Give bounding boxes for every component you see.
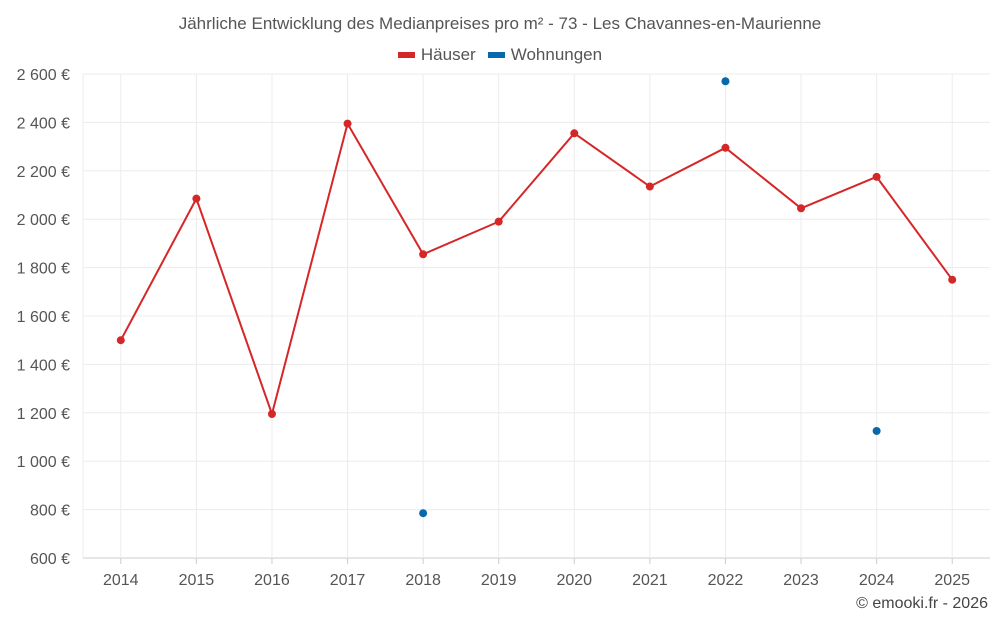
y-tick-label: 800 € (30, 503, 70, 520)
y-tick-label: 2 000 € (17, 212, 70, 229)
y-tick-label: 1 200 € (17, 406, 70, 423)
data-point-wohnungen-2022[interactable] (721, 77, 730, 86)
y-tick-label: 1 000 € (17, 454, 70, 471)
credit: © emooki.fr - 2026 (856, 595, 988, 612)
y-tick-label: 600 € (30, 551, 70, 568)
legend-swatch-wohnungen (487, 52, 505, 58)
data-point-haeuser-2022[interactable] (721, 143, 730, 152)
data-point-haeuser-2016[interactable] (267, 410, 276, 419)
data-point-wohnungen-2024[interactable] (872, 426, 881, 435)
data-point-haeuser-2019[interactable] (494, 217, 503, 226)
legend-label-wohnungen: Wohnungen (510, 45, 603, 64)
y-tick-label: 2 200 € (17, 164, 70, 181)
x-tick-label: 2022 (708, 572, 744, 589)
y-tick-label: 1 800 € (17, 261, 70, 278)
x-tick-label: 2016 (254, 572, 290, 589)
y-tick-label: 2 600 € (17, 67, 70, 84)
x-tick-label: 2024 (859, 572, 895, 589)
data-point-haeuser-2015[interactable] (192, 194, 201, 203)
legend-item-wohnungen[interactable]: Wohnungen (487, 45, 603, 65)
x-tick-label: 2020 (556, 572, 592, 589)
series-line-haeuser (119, 122, 954, 416)
x-tick-label: 2019 (481, 572, 517, 589)
x-tick-label: 2018 (405, 572, 441, 589)
x-tick-label: 2014 (103, 572, 139, 589)
legend: Häuser Wohnungen (0, 45, 1000, 65)
y-tick-label: 2 400 € (17, 115, 70, 132)
x-tick-label: 2023 (783, 572, 819, 589)
data-point-haeuser-2021[interactable] (645, 182, 654, 191)
x-tick-label: 2021 (632, 572, 668, 589)
x-tick-label: 2015 (179, 572, 215, 589)
x-tick-label: 2017 (330, 572, 366, 589)
data-point-haeuser-2025[interactable] (948, 275, 957, 284)
x-tick-label: 2025 (934, 572, 970, 589)
legend-swatch-haeuser (397, 52, 415, 58)
data-point-wohnungen-2018[interactable] (419, 509, 428, 518)
data-point-haeuser-2023[interactable] (797, 204, 806, 213)
chart-title: Jährliche Entwicklung des Medianpreises … (178, 14, 822, 33)
data-point-haeuser-2024[interactable] (872, 172, 881, 181)
data-point-haeuser-2014[interactable] (116, 336, 125, 345)
legend-item-haeuser[interactable]: Häuser (397, 45, 476, 65)
data-point-haeuser-2018[interactable] (419, 250, 428, 259)
data-point-haeuser-2017[interactable] (343, 119, 352, 128)
data-point-haeuser-2020[interactable] (570, 129, 579, 138)
y-tick-label: 1 600 € (17, 309, 70, 326)
y-tick-label: 1 400 € (17, 357, 70, 374)
legend-label-haeuser: Häuser (420, 45, 476, 64)
